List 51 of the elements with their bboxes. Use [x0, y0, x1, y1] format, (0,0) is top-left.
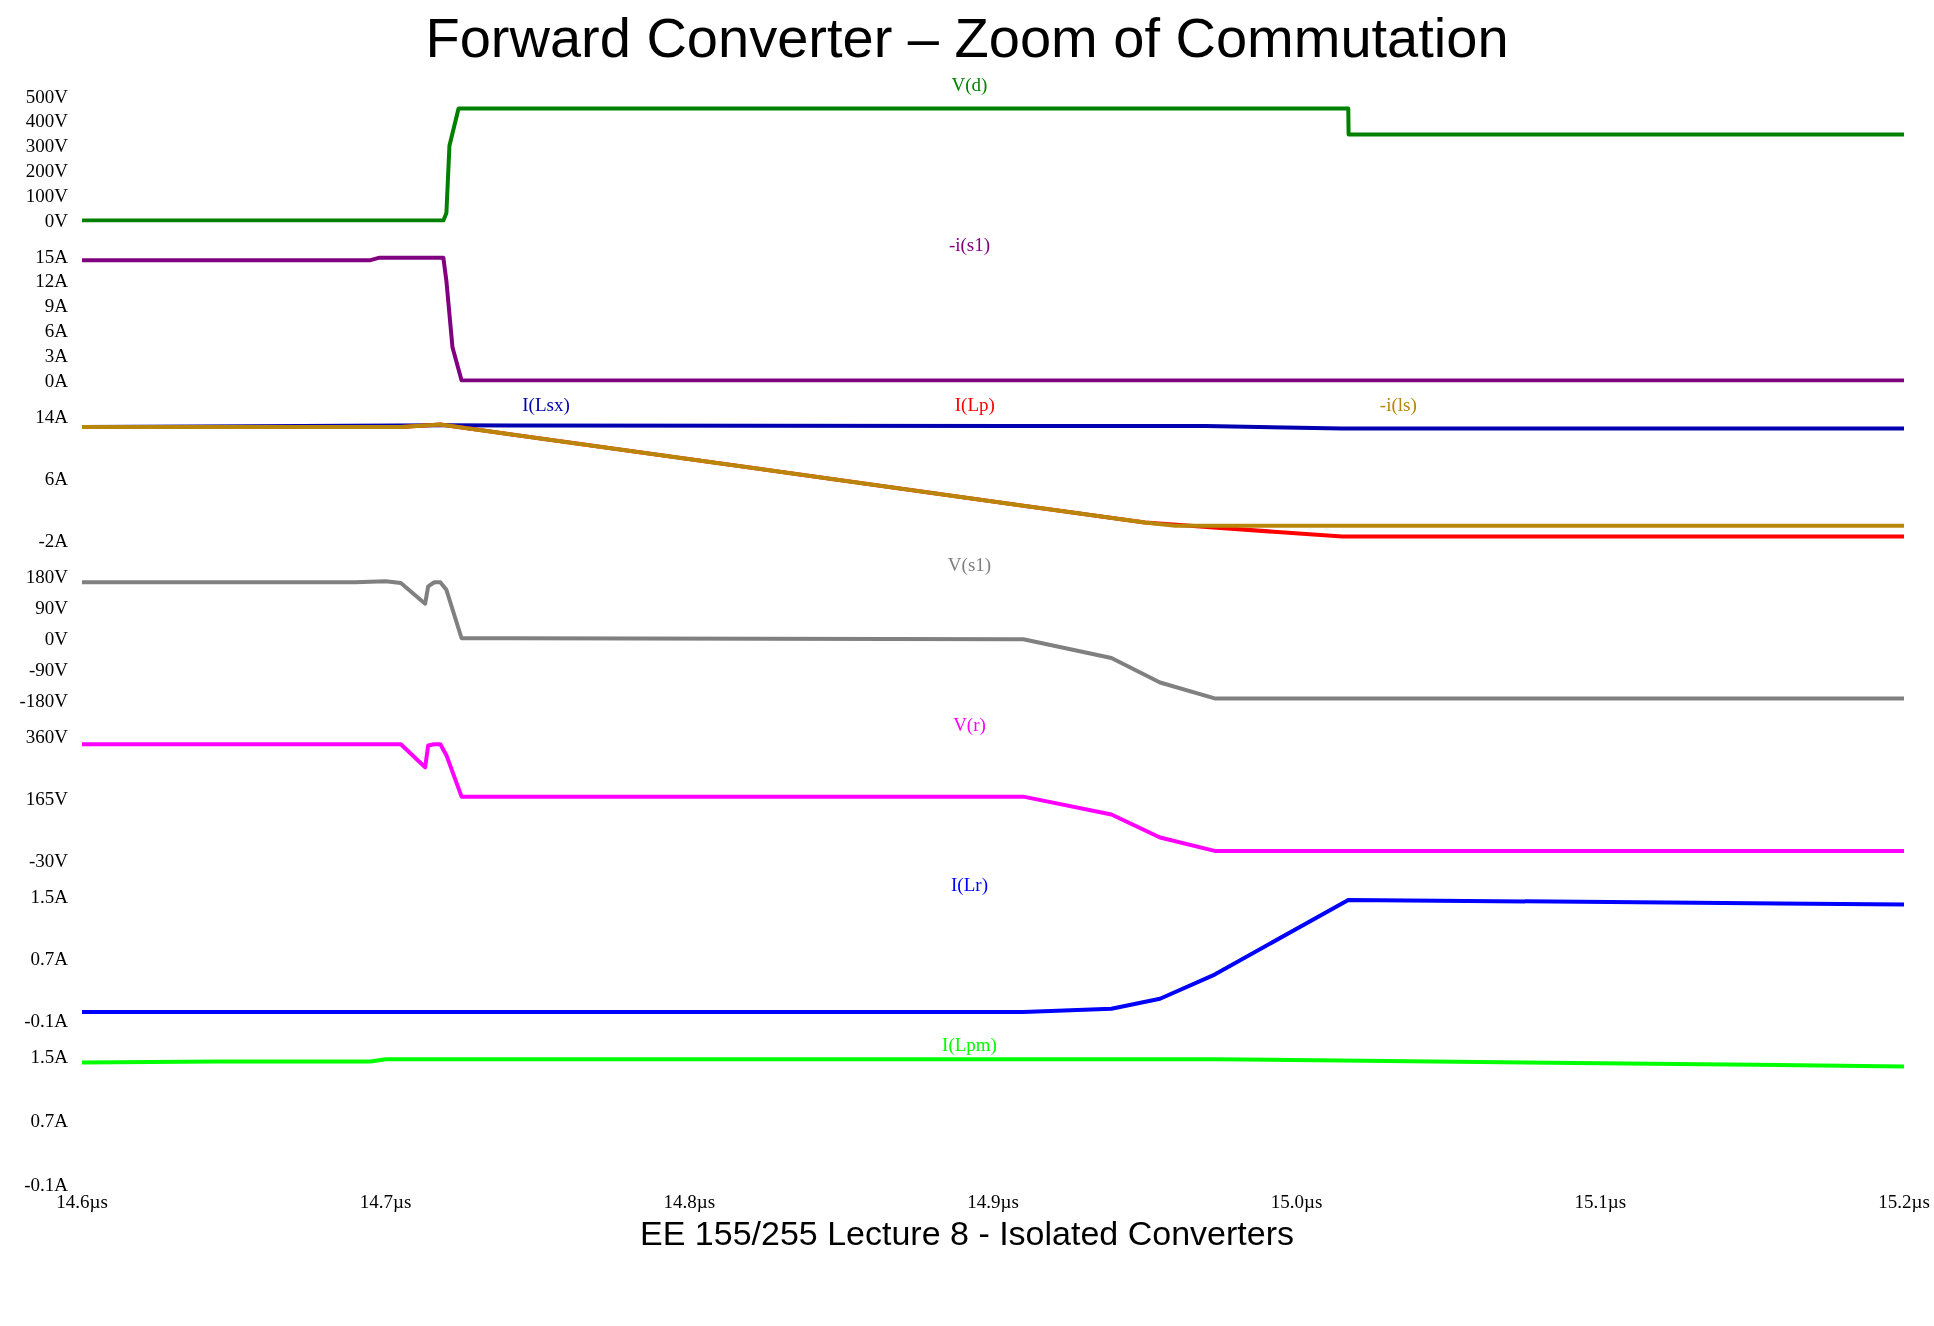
- line-series: [80, 1057, 1906, 1069]
- y-tick-label: -30V: [28, 850, 69, 871]
- x-tick-label: 15.0µs: [1270, 1191, 1323, 1212]
- x-tick-label: 14.9µs: [967, 1191, 1019, 1212]
- text: V(r): [953, 714, 986, 736]
- text: I(Lp): [954, 394, 995, 416]
- series-label: V(d): [951, 74, 988, 96]
- line-series: [80, 742, 1906, 853]
- text: I(Lr): [951, 874, 988, 896]
- line-series: [80, 106, 1906, 223]
- text: -i(ls): [1379, 394, 1417, 416]
- y-tick-label: -2A: [38, 530, 69, 551]
- y-tick-label: 0V: [44, 627, 69, 649]
- y-tick-label: 500V: [25, 85, 69, 107]
- text: EE 155/255 Lecture 8 - Isolated Converters: [640, 1214, 1294, 1252]
- series-label: I(Lpm): [942, 1034, 997, 1056]
- series-label: I(Lsx): [522, 394, 570, 416]
- y-tick-label: 180V: [25, 565, 69, 587]
- line-series: [80, 897, 1906, 1014]
- line-series: [80, 255, 1906, 383]
- y-tick-label: 90V: [35, 596, 69, 618]
- y-tick-label: -180V: [19, 690, 69, 711]
- y-tick-label: 1.5A: [30, 1045, 69, 1067]
- line-series: [80, 579, 1906, 701]
- y-tick-label: 100V: [25, 185, 69, 207]
- text: V(s1): [947, 554, 992, 576]
- y-tick-label: 0.7A: [30, 947, 69, 969]
- y-tick-label: 6A: [44, 320, 69, 342]
- y-tick-label: -0.1A: [24, 1010, 69, 1031]
- y-tick-label: -90V: [28, 658, 69, 680]
- y-tick-label: 0V: [44, 210, 69, 231]
- y-tick-label: 165V: [25, 787, 69, 809]
- y-tick-label: 360V: [25, 725, 69, 747]
- y-tick-label: 0.7A: [30, 1109, 69, 1131]
- y-tick-label: 0A: [44, 370, 69, 391]
- y-tick-label: 15A: [35, 245, 69, 267]
- y-tick-label: 12A: [35, 270, 69, 292]
- y-tick-label: 300V: [25, 135, 69, 157]
- text: -i(s1): [948, 234, 991, 256]
- x-tick-label: 15.1µs: [1574, 1191, 1627, 1212]
- y-tick-label: 9A: [44, 295, 69, 317]
- x-tick-label: 14.7µs: [359, 1191, 412, 1212]
- y-tick-label: 1.5A: [30, 885, 69, 907]
- x-tick-label: 15.2µs: [1878, 1191, 1930, 1212]
- x-tick-label: 14.8µs: [663, 1191, 716, 1212]
- y-tick-label: 14A: [35, 405, 69, 427]
- chart-title: Forward Converter – Zoom of Commutation: [425, 5, 1509, 69]
- y-tick-label: 3A: [44, 345, 69, 367]
- y-tick-label: 400V: [25, 110, 69, 132]
- y-tick-label: 6A: [44, 467, 69, 489]
- y-tick-label: 200V: [25, 160, 69, 182]
